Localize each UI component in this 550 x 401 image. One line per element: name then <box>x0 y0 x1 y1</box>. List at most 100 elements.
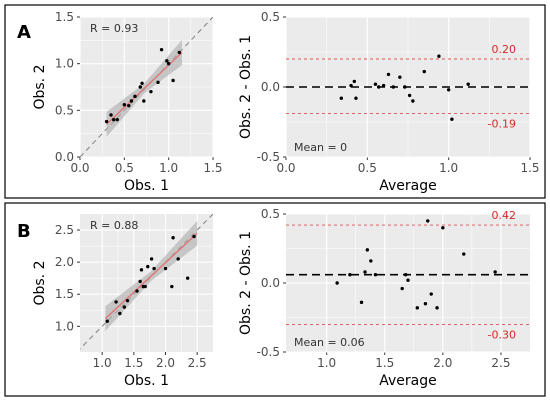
data-point <box>149 257 154 261</box>
x-tick-label: 1.5 <box>375 356 394 370</box>
y-tick-label: 1.0 <box>55 57 74 71</box>
data-point <box>335 281 339 285</box>
data-point <box>363 270 367 274</box>
y-tick-label: 0.5 <box>261 10 280 24</box>
data-point <box>159 47 164 52</box>
data-point <box>133 94 137 99</box>
y-axis-title: Obs. 2 <box>32 260 48 305</box>
data-point <box>176 257 180 261</box>
data-point <box>114 300 118 304</box>
data-point <box>415 306 419 310</box>
y-axis-title: Obs. 2 - Obs. 1 <box>238 231 254 335</box>
data-point <box>365 248 370 252</box>
data-point <box>422 69 426 74</box>
data-point <box>111 117 116 122</box>
plot-0: 0.0 0.5 1.0 1.5 0.0 0.5 1.0 1.5 R = 0.93 Obs. 1 Ob… <box>32 10 223 194</box>
data-point <box>386 72 391 77</box>
data-point <box>354 96 358 100</box>
data-point <box>135 289 139 293</box>
data-point <box>441 226 445 230</box>
x-tick-label: 1.0 <box>159 161 178 175</box>
data-point <box>377 85 381 89</box>
data-point <box>105 319 109 323</box>
correlation-label: R = 0.93 <box>90 22 138 35</box>
x-axis-title: Obs. 1 <box>124 178 169 194</box>
data-point <box>125 298 130 303</box>
y-axis-title: Obs. 2 <box>32 64 48 109</box>
y-tick-label: 2.0 <box>55 255 74 269</box>
data-point <box>373 82 378 86</box>
data-point <box>369 259 373 263</box>
data-point <box>403 273 408 277</box>
data-point <box>348 273 352 277</box>
data-point <box>466 82 470 86</box>
plot-marks <box>286 54 530 121</box>
data-point <box>142 99 146 103</box>
panel-a-frame <box>4 4 546 199</box>
data-point <box>146 264 150 269</box>
data-point <box>406 278 410 282</box>
data-point <box>398 75 402 79</box>
x-tick-label: 1.5 <box>203 161 222 175</box>
panel-a-letter: A <box>17 22 31 43</box>
plot-marks <box>80 17 213 157</box>
x-axis-title: Average <box>379 178 437 194</box>
x-tick-label: 2.0 <box>433 356 452 370</box>
data-point <box>115 117 119 122</box>
data-point <box>149 89 153 94</box>
data-point <box>373 273 378 277</box>
data-point <box>127 103 131 108</box>
data-point <box>185 276 190 280</box>
y-axis-title: Obs. 2 - Obs. 1 <box>238 35 254 139</box>
upper-limit-label: 0.42 <box>492 209 517 222</box>
data-point <box>400 286 404 291</box>
data-point <box>349 83 353 88</box>
upper-limit-label: 0.20 <box>492 43 517 56</box>
y-tick-label: 1.0 <box>55 319 74 333</box>
data-point <box>140 81 144 85</box>
data-point <box>129 99 134 103</box>
x-axis-title: Obs. 1 <box>124 373 169 389</box>
data-point <box>359 300 364 305</box>
data-point <box>104 119 109 124</box>
data-point <box>171 78 175 83</box>
data-point <box>407 93 412 98</box>
data-point <box>450 117 454 121</box>
mean-label: Mean = 0.06 <box>294 336 365 349</box>
plots-layer: 0.0 0.5 1.0 1.5 0.0 0.5 1.0 1.5 R = 0.93 Obs. 1 Ob… <box>32 10 540 389</box>
data-point <box>462 252 466 256</box>
y-tick-label: -0.5 <box>257 345 280 359</box>
x-tick-label: 0.0 <box>70 161 89 175</box>
data-point <box>139 268 144 272</box>
data-point <box>429 292 433 296</box>
y-tick-label: 0.5 <box>55 103 74 117</box>
x-tick-label: 2.0 <box>156 356 175 370</box>
y-tick-label: 1.5 <box>55 10 74 24</box>
y-tick-label: -0.5 <box>257 150 280 164</box>
data-point <box>339 96 344 100</box>
lower-limit-label: -0.30 <box>488 328 516 341</box>
data-point <box>171 236 175 240</box>
data-point <box>352 79 357 84</box>
x-tick-label: 1.0 <box>93 356 112 370</box>
x-tick-label: 1.0 <box>439 161 458 175</box>
data-point <box>118 311 122 316</box>
data-point <box>152 266 156 271</box>
data-point <box>381 83 386 88</box>
x-tick-label: 1.5 <box>124 356 143 370</box>
panel-b-frame <box>4 202 546 397</box>
data-point <box>192 234 196 239</box>
data-point <box>138 279 142 284</box>
data-point <box>435 306 439 310</box>
plot-3: 1.0 1.5 2.0 2.5 -0.5 0.0 0.5 Mean = 0.06 0.42 -0.… <box>238 207 530 389</box>
regression-line <box>104 232 198 320</box>
x-tick-label: 1.5 <box>520 161 539 175</box>
data-point <box>143 284 147 289</box>
mean-label: Mean = 0 <box>294 141 347 154</box>
data-point <box>163 266 168 271</box>
data-point <box>391 85 396 89</box>
data-point <box>423 302 428 306</box>
data-point <box>411 99 415 103</box>
correlation-label: R = 0.88 <box>90 219 138 232</box>
